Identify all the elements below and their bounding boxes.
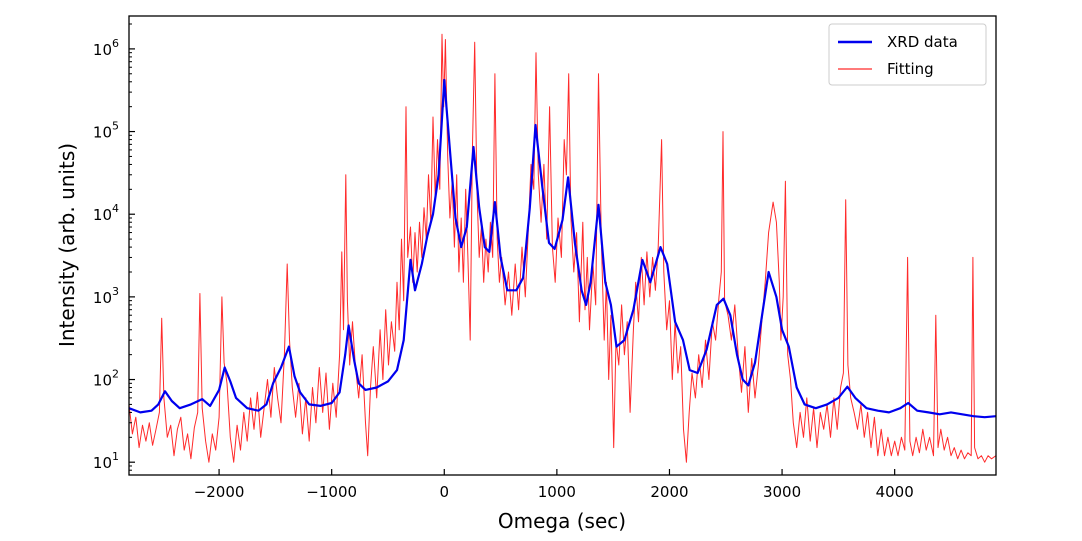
- y-tick-exponent: 6: [112, 37, 119, 50]
- y-tick-exponent: 2: [112, 368, 119, 381]
- x-tick-label: −2000: [194, 483, 245, 501]
- y-tick-base: 10: [93, 206, 112, 224]
- y-tick-label: 103: [93, 285, 119, 307]
- y-tick-exponent: 1: [112, 450, 119, 463]
- x-tick-label: 3000: [763, 483, 801, 501]
- x-tick-label: 1000: [538, 483, 576, 501]
- y-tick-label: 102: [93, 368, 119, 390]
- legend-label-xrd-data: XRD data: [887, 33, 958, 51]
- y-tick-base: 10: [93, 41, 112, 59]
- x-tick-label: 4000: [876, 483, 914, 501]
- y-tick-base: 10: [93, 454, 112, 472]
- series-layer: [129, 33, 996, 463]
- legend: XRD data Fitting: [828, 23, 987, 86]
- y-tick-exponent: 5: [112, 120, 119, 133]
- x-axis: −2000 −1000 0 1000 2000 3000 4000: [194, 469, 914, 501]
- y-tick-base: 10: [93, 289, 112, 307]
- y-tick-label: 101: [93, 450, 119, 472]
- y-tick-label: 106: [93, 37, 119, 59]
- y-tick-base: 10: [93, 124, 112, 142]
- y-tick-exponent: 3: [112, 285, 119, 298]
- y-axis-title: Intensity (arb. units): [55, 143, 79, 347]
- x-tick-label: −1000: [306, 483, 357, 501]
- legend-label-fitting: Fitting: [887, 60, 934, 78]
- y-tick-label: 105: [93, 120, 119, 142]
- x-tick-label: 2000: [650, 483, 688, 501]
- x-tick-label: 0: [439, 483, 449, 501]
- x-axis-title: Omega (sec): [498, 509, 626, 533]
- y-tick-exponent: 4: [112, 202, 119, 215]
- y-tick-label: 104: [93, 202, 119, 224]
- series-line-fitting: [129, 33, 996, 463]
- y-tick-base: 10: [93, 372, 112, 390]
- plot-frame: [128, 15, 997, 476]
- legend-box: [828, 23, 987, 86]
- series-line-xrd-data: [129, 78, 996, 419]
